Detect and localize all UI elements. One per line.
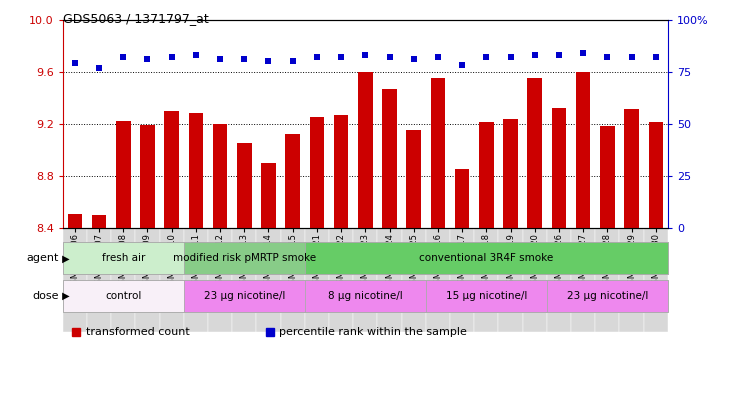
- Bar: [426, 228, 450, 332]
- Point: [432, 54, 444, 60]
- Bar: [624, 110, 639, 228]
- Point: [166, 54, 178, 60]
- Text: 8 μg nicotine/l: 8 μg nicotine/l: [328, 291, 403, 301]
- Point: [142, 56, 154, 62]
- Point: [335, 54, 347, 60]
- Bar: [455, 169, 469, 228]
- Text: 23 μg nicotine/l: 23 μg nicotine/l: [204, 291, 285, 301]
- Bar: [63, 280, 184, 312]
- Bar: [135, 228, 159, 332]
- Bar: [407, 130, 421, 228]
- Bar: [619, 228, 644, 332]
- Text: transformed count: transformed count: [86, 327, 190, 337]
- Bar: [382, 89, 397, 228]
- Point: [69, 60, 80, 66]
- Bar: [479, 123, 494, 228]
- Bar: [189, 114, 203, 228]
- Text: ▶: ▶: [59, 253, 69, 263]
- Bar: [334, 115, 348, 228]
- Bar: [111, 228, 135, 332]
- Bar: [600, 127, 615, 228]
- Point: [311, 54, 323, 60]
- Point: [529, 52, 541, 58]
- Bar: [140, 125, 155, 228]
- Bar: [649, 123, 663, 228]
- Text: ▶: ▶: [59, 291, 69, 301]
- Point: [456, 62, 468, 69]
- Bar: [305, 242, 668, 274]
- Text: percentile rank within the sample: percentile rank within the sample: [280, 327, 467, 337]
- Point: [117, 54, 129, 60]
- Bar: [87, 228, 111, 332]
- Point: [359, 52, 371, 58]
- Point: [214, 56, 226, 62]
- Bar: [305, 280, 426, 312]
- Bar: [256, 228, 280, 332]
- Point: [263, 58, 275, 64]
- Point: [480, 54, 492, 60]
- Point: [577, 50, 589, 56]
- Bar: [280, 228, 305, 332]
- Bar: [310, 117, 324, 228]
- Text: 23 μg nicotine/l: 23 μg nicotine/l: [567, 291, 648, 301]
- Bar: [576, 72, 590, 228]
- Bar: [358, 72, 373, 228]
- Point: [408, 56, 420, 62]
- Bar: [354, 228, 377, 332]
- Bar: [450, 228, 475, 332]
- Text: modified risk pMRTP smoke: modified risk pMRTP smoke: [173, 253, 316, 263]
- Bar: [208, 228, 232, 332]
- Point: [190, 52, 201, 58]
- Point: [93, 64, 105, 71]
- Text: GDS5063 / 1371797_at: GDS5063 / 1371797_at: [63, 12, 208, 25]
- Bar: [237, 143, 252, 228]
- Text: fresh air: fresh air: [102, 253, 145, 263]
- Bar: [232, 228, 256, 332]
- Text: control: control: [105, 291, 142, 301]
- Point: [601, 54, 613, 60]
- Bar: [92, 215, 106, 228]
- Bar: [431, 78, 445, 228]
- Bar: [552, 108, 566, 228]
- Bar: [644, 228, 668, 332]
- Bar: [523, 228, 547, 332]
- Bar: [184, 228, 208, 332]
- Text: 15 μg nicotine/l: 15 μg nicotine/l: [446, 291, 527, 301]
- Bar: [159, 228, 184, 332]
- Bar: [401, 228, 426, 332]
- Point: [650, 54, 662, 60]
- Bar: [498, 228, 523, 332]
- Bar: [261, 163, 276, 228]
- Bar: [596, 228, 619, 332]
- Text: dose: dose: [32, 291, 59, 301]
- Bar: [68, 214, 82, 228]
- Bar: [503, 119, 518, 228]
- Bar: [116, 121, 131, 228]
- Bar: [329, 228, 354, 332]
- Bar: [286, 134, 300, 228]
- Bar: [213, 124, 227, 228]
- Bar: [63, 242, 184, 274]
- Bar: [305, 228, 329, 332]
- Bar: [184, 242, 305, 274]
- Point: [505, 54, 517, 60]
- Bar: [165, 111, 179, 228]
- Point: [287, 58, 299, 64]
- Bar: [547, 280, 668, 312]
- Point: [384, 54, 396, 60]
- Bar: [377, 228, 401, 332]
- Point: [626, 54, 638, 60]
- Bar: [547, 228, 571, 332]
- Text: conventional 3R4F smoke: conventional 3R4F smoke: [419, 253, 554, 263]
- Bar: [426, 280, 547, 312]
- Bar: [184, 280, 305, 312]
- Bar: [63, 228, 87, 332]
- Point: [553, 52, 565, 58]
- Bar: [571, 228, 596, 332]
- Bar: [475, 228, 498, 332]
- Point: [238, 56, 250, 62]
- Text: agent: agent: [27, 253, 59, 263]
- Bar: [528, 78, 542, 228]
